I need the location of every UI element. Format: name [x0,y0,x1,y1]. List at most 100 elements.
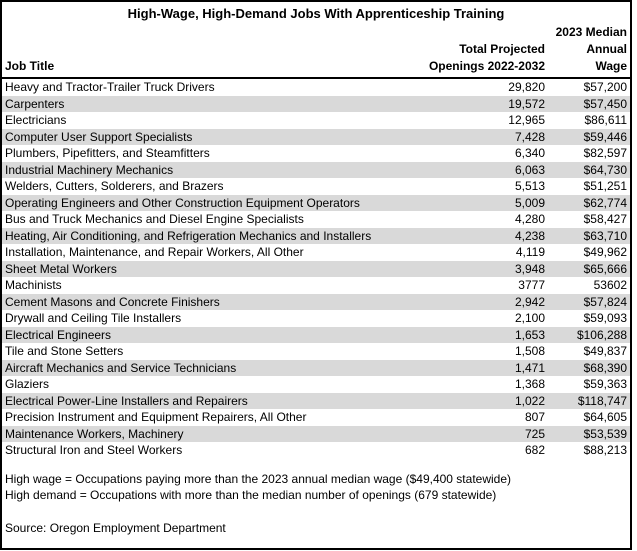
job-title-cell: Installation, Maintenance, and Repair Wo… [5,245,304,259]
wage-cell: $62,774 [583,195,627,210]
wage-cell: $68,390 [583,360,627,375]
table-row: Operating Engineers and Other Constructi… [2,194,630,211]
table-row: Plumbers, Pipefitters, and Steamfitters … [2,145,630,162]
job-title-cell: Drywall and Ceiling Tile Installers [5,311,182,325]
openings-cell: 5,009 [514,195,545,210]
openings-cell: 6,063 [514,162,545,177]
job-title-cell: Electricians [5,113,67,127]
wage-cell: $64,730 [583,162,627,177]
source-note: Source: Oregon Employment Department [5,520,226,535]
job-title-cell: Industrial Machinery Mechanics [5,162,174,177]
jobs-table: Job Title Total Projected Openings 2022-… [2,23,630,459]
table-row: Electrical Power-Line Installers and Rep… [2,392,630,409]
table-row: Structural Iron and Steel Workers 682 $8… [2,442,630,459]
job-title-cell: Electrical Power-Line Installers and Rep… [5,393,248,408]
job-title-cell: Welders, Cutters, Solderers, and Brazers [5,179,224,193]
table-row: Heating, Air Conditioning, and Refrigera… [2,227,630,244]
openings-cell: 6,340 [514,146,545,160]
table-row: Tile and Stone Setters 1,508 $49,837 [2,343,630,360]
openings-cell: 1,368 [514,377,545,391]
table-row: Bus and Truck Mechanics and Diesel Engin… [2,211,630,228]
job-title-cell: Tile and Stone Setters [5,344,124,358]
wage-cell: $53,539 [583,426,627,441]
table-row: Installation, Maintenance, and Repair Wo… [2,244,630,261]
table-row: Drywall and Ceiling Tile Installers 2,10… [2,310,630,327]
openings-cell: 3,948 [514,261,545,276]
wage-cell: $49,837 [583,344,627,358]
table-row: Maintenance Workers, Machinery 725 $53,5… [2,425,630,442]
job-title-cell: Sheet Metal Workers [5,261,117,276]
table-row: Electricians 12,965 $86,611 [2,112,630,129]
job-title-cell: Machinists [5,278,62,292]
openings-cell: 1,471 [514,360,545,375]
job-title-cell: Carpenters [5,96,65,111]
wage-cell: $57,824 [583,294,627,309]
openings-cell: 1,508 [514,344,545,358]
table-row: Electrical Engineers 1,653 $106,288 [2,326,630,343]
openings-cell: 725 [524,426,545,441]
job-title-cell: Glaziers [5,377,50,391]
wage-cell: $57,200 [583,80,627,94]
column-header-wage-line3: Wage [595,59,627,73]
openings-cell: 7,428 [514,129,545,144]
wage-cell: $57,450 [583,96,627,111]
table-row: Precision Instrument and Equipment Repai… [2,409,630,426]
openings-cell: 12,965 [508,113,545,127]
table-title: High-Wage, High-Demand Jobs With Apprent… [127,6,505,21]
wage-cell: $64,605 [583,410,627,424]
column-header-openings: Total Projected Openings 2022-2032 [392,23,548,79]
openings-cell: 4,280 [514,212,545,226]
job-title-cell: Aircraft Mechanics and Service Technicia… [5,360,237,375]
job-title-cell: Plumbers, Pipefitters, and Steamfitters [5,146,210,160]
wage-cell: 53602 [593,278,627,292]
wage-cell: $49,962 [583,245,627,259]
footnote-high-demand: High demand = Occupations with more than… [5,488,497,502]
openings-cell: 29,820 [508,80,545,94]
wage-cell: $59,446 [583,129,627,144]
header-row: Job Title Total Projected Openings 2022-… [2,23,630,79]
job-title-cell: Cement Masons and Concrete Finishers [5,294,220,309]
job-title-cell: Electrical Engineers [5,327,112,342]
footnotes: High wage = Occupations paying more than… [2,471,630,504]
job-title-cell: Operating Engineers and Other Constructi… [5,195,360,210]
column-header-wage: 2023 Median Annual Wage [548,23,630,79]
table-row: Heavy and Tractor-Trailer Truck Drivers … [2,78,630,96]
openings-cell: 807 [524,410,545,424]
wage-cell: $59,093 [583,311,627,325]
column-header-job-title: Job Title [2,23,392,79]
wage-cell: $118,747 [577,393,627,408]
wage-cell: $59,363 [583,377,627,391]
openings-cell: 4,238 [514,228,545,243]
wage-cell: $63,710 [583,228,627,243]
job-title-cell: Computer User Support Specialists [5,129,193,144]
job-title-cell: Heating, Air Conditioning, and Refrigera… [5,228,372,243]
job-title-cell: Heavy and Tractor-Trailer Truck Drivers [5,80,215,94]
table-row: Sheet Metal Workers 3,948 $65,666 [2,260,630,277]
job-title-cell: Precision Instrument and Equipment Repai… [5,410,307,424]
column-header-openings-line2: Openings 2022-2032 [428,59,545,73]
openings-cell: 1,022 [514,393,545,408]
table-row: Cement Masons and Concrete Finishers 2,9… [2,293,630,310]
column-header-openings-line1: Total Projected [459,42,545,56]
table-row: Computer User Support Specialists 7,428 … [2,128,630,145]
job-title-cell: Maintenance Workers, Machinery [5,426,184,441]
wage-cell: $106,288 [576,327,627,342]
openings-cell: 5,513 [514,179,545,193]
wage-cell: $88,213 [583,443,627,457]
job-title-cell: Structural Iron and Steel Workers [5,443,183,457]
wage-cell: $86,611 [584,113,628,127]
openings-cell: 4,119 [515,245,545,259]
wage-cell: $82,597 [583,146,627,160]
column-header-wage-line1: 2023 Median [555,25,627,39]
table-row: Industrial Machinery Mechanics 6,063 $64… [2,161,630,178]
wage-cell: $51,251 [583,179,627,193]
wage-cell: $65,666 [583,261,627,276]
table-row: Glaziers 1,368 $59,363 [2,376,630,393]
openings-cell: 1,653 [514,327,545,342]
openings-cell: 3777 [518,278,545,292]
table-row: Carpenters 19,572 $57,450 [2,95,630,112]
openings-cell: 19,572 [508,96,545,111]
footnote-high-wage: High wage = Occupations paying more than… [5,471,511,486]
table-row: Machinists 3777 53602 [2,277,630,294]
